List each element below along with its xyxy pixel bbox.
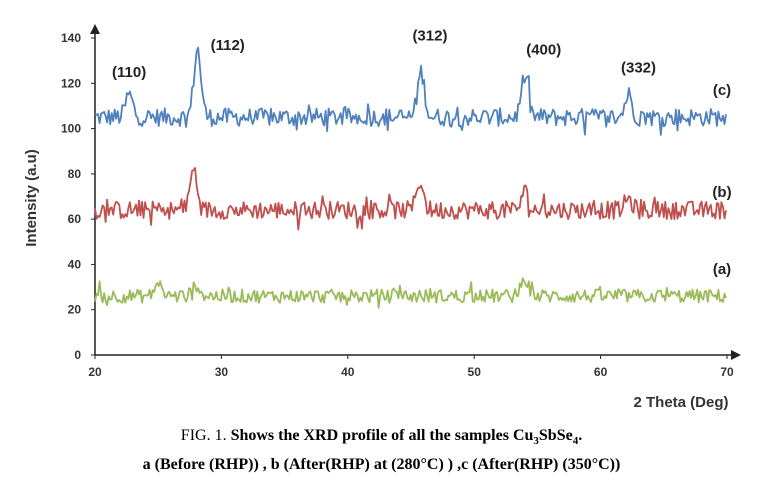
peak-label: (312) [412, 28, 447, 45]
x-tick-label: 40 [341, 365, 355, 379]
series-line-a [94, 277, 727, 309]
x-tick-label: 50 [468, 365, 482, 379]
peak-label: (332) [621, 59, 656, 76]
y-tick-label: 100 [61, 122, 81, 136]
x-tick-label: 30 [215, 365, 229, 379]
series-label-b: (b) [712, 184, 731, 201]
series-line-b [94, 167, 727, 231]
y-tick-label: 120 [61, 76, 81, 90]
caption-title: Shows the XRD profile of all the samples… [230, 427, 583, 448]
x-tick-label: 20 [88, 365, 102, 379]
caption-sub-3: 3 [533, 435, 539, 448]
x-axis-arrow [731, 350, 741, 360]
caption-text: Shows the XRD profile of all the samples… [230, 427, 534, 444]
figure-caption: FIG. 1. Shows the XRD profile of all the… [0, 427, 763, 447]
y-axis-title: Intensity (a.u) [23, 149, 40, 247]
series-label-a: (a) [713, 261, 731, 278]
y-tick-label: 60 [68, 212, 82, 226]
caption-legend-line: a (Before (RHP)) , b (After(RHP) at (280… [142, 456, 621, 473]
y-tick-label: 40 [68, 257, 82, 271]
caption-end: . [578, 427, 583, 444]
x-tick-label: 60 [594, 365, 608, 379]
peak-label: (400) [526, 41, 561, 58]
y-tick-label: 20 [68, 303, 82, 317]
series-line-c [94, 46, 727, 136]
caption-fig-number: FIG. 1. [180, 427, 227, 444]
x-tick-label: 70 [720, 365, 734, 379]
y-axis-arrow [90, 24, 100, 34]
peak-label: (110) [112, 64, 146, 81]
y-tick-label: 80 [68, 167, 82, 181]
series-label-c: (c) [713, 82, 731, 99]
x-axis-title: 2 Theta (Deg) [633, 394, 728, 411]
peak-label: (112) [211, 37, 245, 54]
y-tick-label: 140 [61, 31, 81, 45]
caption-mid: SbSe [538, 427, 573, 444]
caption-sub-4: 4 [572, 435, 579, 448]
y-tick-label: 0 [74, 348, 81, 362]
xrd-chart: 0 20 40 60 80 100 120 140 20 30 40 50 60 70 2 Theta (D… [23, 24, 741, 411]
